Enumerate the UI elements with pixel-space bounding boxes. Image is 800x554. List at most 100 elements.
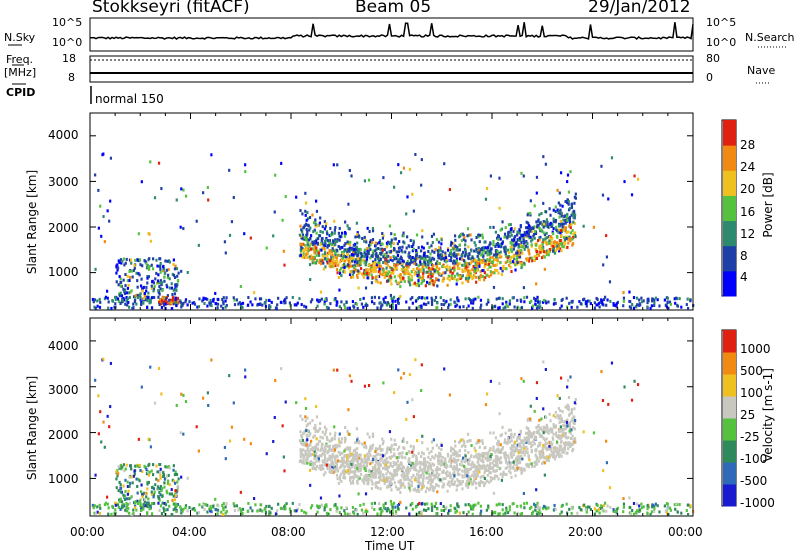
data-cell [541,428,544,432]
data-cell [568,424,571,428]
data-cell [366,271,369,275]
data-cell [496,250,499,254]
data-cell [573,407,576,411]
data-cell [422,484,426,488]
data-cell [520,241,523,245]
data-cell [368,435,371,439]
data-cell [321,246,324,250]
data-cell [348,465,351,469]
data-cell [501,241,504,245]
data-cell [461,268,464,272]
data-cell [567,200,570,204]
data-cell [359,297,362,301]
data-cell [622,299,626,303]
data-cell [474,466,477,470]
data-cell [389,240,392,244]
data-cell [306,435,309,439]
cpid-mode: normal 150 [95,92,164,106]
data-cell [431,256,434,260]
data-cell [403,279,406,283]
data-cell [499,434,502,438]
data-cell [573,210,576,214]
data-cell [393,246,396,250]
data-cell [225,502,228,506]
data-cell [532,440,535,444]
data-cell [455,460,458,464]
data-cell [402,471,405,475]
data-cell [338,269,342,273]
data-cell [450,479,453,483]
data-cell [401,482,405,486]
data-cell [440,253,443,257]
data-cell [378,467,381,471]
data-cell [559,208,562,212]
data-cell [442,256,446,260]
data-cell [334,238,337,242]
data-cell [486,473,489,477]
data-cell [377,465,381,469]
data-cell [390,488,393,492]
velocity-ytick-3000: 3000 [48,383,79,397]
data-cell [456,472,460,476]
data-cell [494,230,497,234]
data-cell [157,295,160,299]
data-cell [333,219,336,223]
data-cell [117,489,120,493]
data-cell [473,249,476,253]
data-cell [622,291,625,295]
data-cell [535,306,539,310]
data-cell [343,509,346,513]
data-cell [498,253,501,257]
data-cell [221,297,224,301]
data-cell [455,484,459,488]
data-cell [449,270,452,274]
data-cell [473,479,476,483]
data-cell [428,245,431,249]
data-cell [605,255,609,259]
data-cell [474,449,477,453]
data-cell [430,303,434,307]
data-cell [125,298,129,302]
data-cell [456,469,459,473]
data-cell [400,262,403,266]
data-cell [160,487,164,491]
data-cell [464,243,467,247]
data-cell [356,249,359,253]
data-cell [500,461,503,465]
data-cell [465,262,468,266]
data-cell [531,259,534,263]
data-cell [125,504,129,508]
data-cell [499,228,502,232]
data-cell [427,467,430,471]
data-cell [481,480,484,484]
data-cell [421,468,424,472]
data-cell [437,484,440,488]
data-cell [149,239,152,243]
data-cell [600,300,603,304]
data-cell [535,254,538,258]
data-cell [150,306,154,310]
data-cell [443,162,446,166]
data-cell [469,478,472,482]
data-cell [100,234,103,238]
data-cell [321,442,324,446]
data-cell [481,441,484,445]
data-cell [463,441,466,445]
data-cell [536,225,539,229]
data-cell [474,260,477,264]
data-cell [535,175,539,179]
data-cell [304,246,307,250]
data-cell [306,255,309,259]
freq-right-tick-high: 80 [706,52,720,65]
data-cell [561,204,564,208]
data-cell [207,198,210,202]
data-cell [399,273,402,277]
data-cell [128,279,131,283]
data-cell [366,255,369,259]
data-cell [126,484,129,488]
data-cell [146,511,149,515]
data-cell [336,477,339,481]
data-cell [442,271,445,275]
data-cell [515,257,519,261]
data-cell [356,232,359,236]
